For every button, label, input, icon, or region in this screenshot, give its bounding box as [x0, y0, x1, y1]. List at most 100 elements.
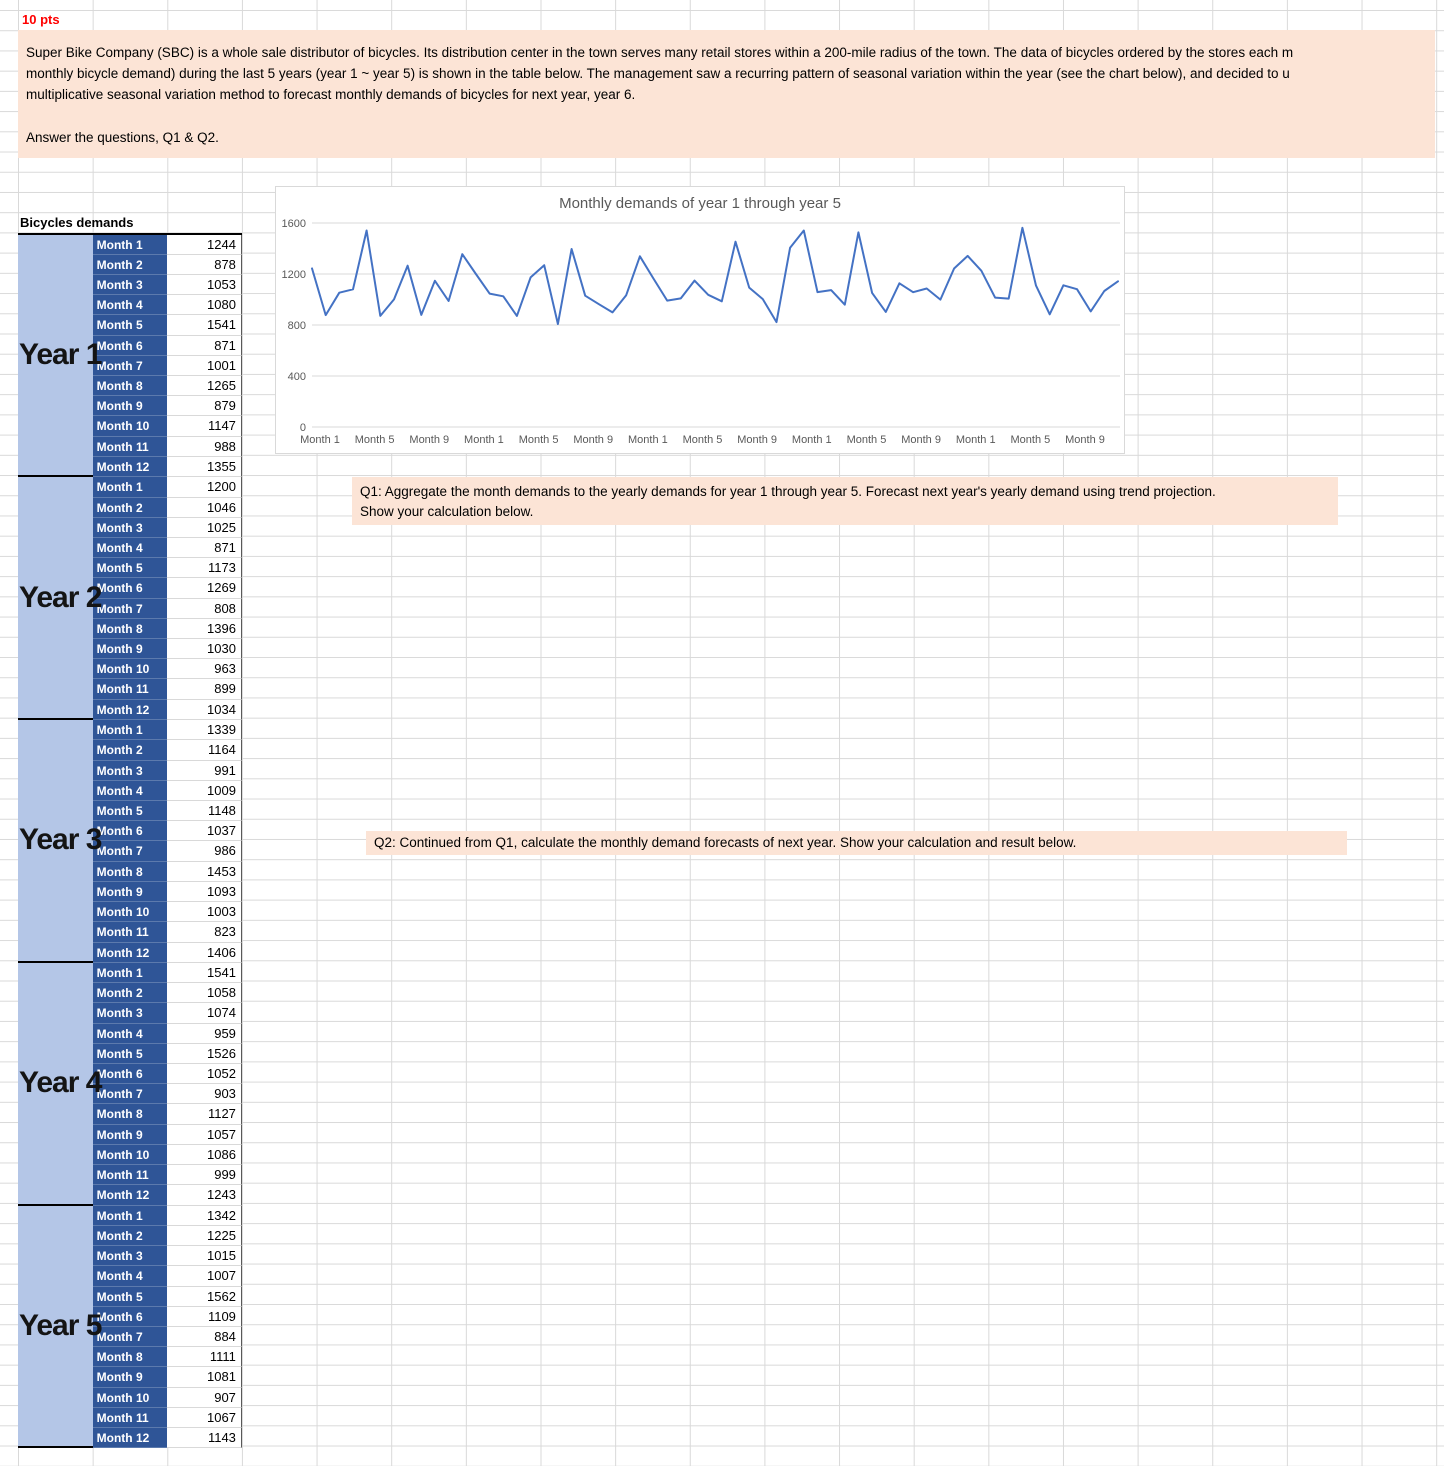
- month-cell[interactable]: Month 5: [92, 1286, 168, 1307]
- month-cell[interactable]: Month 6: [92, 335, 168, 356]
- value-cell[interactable]: 1396: [167, 618, 242, 640]
- value-cell[interactable]: 1030: [167, 639, 242, 660]
- month-cell[interactable]: Month 2: [92, 983, 168, 1004]
- month-cell[interactable]: Month 9: [92, 881, 168, 903]
- demand-line-series[interactable]: [311, 226, 1119, 325]
- month-cell[interactable]: Month 4: [92, 537, 168, 559]
- demand-chart[interactable]: Monthly demands of year 1 through year 5…: [275, 186, 1125, 454]
- value-cell[interactable]: 1003: [167, 902, 242, 923]
- value-cell[interactable]: 808: [167, 598, 242, 619]
- month-cell[interactable]: Month 1: [92, 962, 168, 984]
- value-cell[interactable]: 1225: [167, 1225, 242, 1247]
- month-cell[interactable]: Month 5: [92, 558, 168, 579]
- value-cell[interactable]: 1058: [167, 983, 242, 1004]
- value-cell[interactable]: 884: [167, 1327, 242, 1348]
- month-cell[interactable]: Month 10: [92, 416, 168, 437]
- value-cell[interactable]: 871: [167, 537, 242, 559]
- month-cell[interactable]: Month 4: [92, 295, 168, 316]
- value-cell[interactable]: 1143: [167, 1428, 242, 1449]
- month-cell[interactable]: Month 5: [92, 1043, 168, 1064]
- month-cell[interactable]: Month 1: [92, 234, 168, 255]
- month-cell[interactable]: Month 7: [92, 1084, 168, 1105]
- month-cell[interactable]: Month 8: [92, 1104, 168, 1125]
- value-cell[interactable]: 986: [167, 841, 242, 862]
- year-label-cell[interactable]: Year 4: [18, 962, 102, 1204]
- value-cell[interactable]: 1053: [167, 274, 242, 296]
- value-cell[interactable]: 1080: [167, 295, 242, 316]
- month-cell[interactable]: Month 11: [92, 922, 168, 943]
- value-cell[interactable]: 1046: [167, 497, 242, 518]
- month-cell[interactable]: Month 3: [92, 274, 168, 296]
- value-cell[interactable]: 1081: [167, 1367, 242, 1388]
- value-cell[interactable]: 1200: [167, 477, 242, 498]
- value-cell[interactable]: 871: [167, 335, 242, 356]
- value-cell[interactable]: 1526: [167, 1043, 242, 1064]
- month-cell[interactable]: Month 11: [92, 436, 168, 457]
- value-cell[interactable]: 1127: [167, 1104, 242, 1125]
- year-label-cell[interactable]: Year 1: [18, 234, 102, 476]
- value-cell[interactable]: 1562: [167, 1286, 242, 1307]
- month-cell[interactable]: Month 8: [92, 376, 168, 397]
- year-label-cell[interactable]: Year 3: [18, 720, 102, 961]
- value-cell[interactable]: 1037: [167, 821, 242, 842]
- value-cell[interactable]: 1034: [167, 699, 242, 720]
- value-cell[interactable]: 1001: [167, 355, 242, 377]
- month-cell[interactable]: Month 1: [92, 720, 168, 741]
- value-cell[interactable]: 1074: [167, 1003, 242, 1024]
- month-cell[interactable]: Month 3: [92, 760, 168, 781]
- value-cell[interactable]: 823: [167, 922, 242, 943]
- month-cell[interactable]: Month 9: [92, 396, 168, 417]
- value-cell[interactable]: 1147: [167, 416, 242, 437]
- value-cell[interactable]: 1148: [167, 800, 242, 822]
- year-label-cell[interactable]: Year 5: [18, 1205, 102, 1447]
- month-cell[interactable]: Month 3: [92, 1246, 168, 1267]
- month-cell[interactable]: Month 10: [92, 659, 168, 680]
- month-cell[interactable]: Month 7: [92, 598, 168, 619]
- value-cell[interactable]: 899: [167, 679, 242, 700]
- month-cell[interactable]: Month 2: [92, 740, 168, 761]
- value-cell[interactable]: 1164: [167, 740, 242, 761]
- month-cell[interactable]: Month 12: [92, 456, 168, 478]
- month-cell[interactable]: Month 7: [92, 1327, 168, 1348]
- value-cell[interactable]: 1453: [167, 861, 242, 882]
- month-cell[interactable]: Month 9: [92, 1124, 168, 1145]
- month-cell[interactable]: Month 10: [92, 1144, 168, 1166]
- month-cell[interactable]: Month 6: [92, 821, 168, 842]
- month-cell[interactable]: Month 7: [92, 841, 168, 862]
- value-cell[interactable]: 1541: [167, 962, 242, 984]
- value-cell[interactable]: 959: [167, 1023, 242, 1044]
- value-cell[interactable]: 1093: [167, 881, 242, 903]
- month-cell[interactable]: Month 7: [92, 355, 168, 377]
- value-cell[interactable]: 878: [167, 254, 242, 275]
- value-cell[interactable]: 1086: [167, 1144, 242, 1166]
- month-cell[interactable]: Month 4: [92, 1266, 168, 1287]
- month-cell[interactable]: Month 3: [92, 517, 168, 538]
- value-cell[interactable]: 1067: [167, 1407, 242, 1429]
- month-cell[interactable]: Month 12: [92, 1428, 168, 1449]
- month-cell[interactable]: Month 9: [92, 639, 168, 660]
- value-cell[interactable]: 1406: [167, 942, 242, 963]
- value-cell[interactable]: 1243: [167, 1185, 242, 1206]
- value-cell[interactable]: 1111: [167, 1347, 242, 1368]
- value-cell[interactable]: 999: [167, 1165, 242, 1186]
- month-cell[interactable]: Month 11: [92, 679, 168, 700]
- value-cell[interactable]: 1342: [167, 1205, 242, 1226]
- value-cell[interactable]: 903: [167, 1084, 242, 1105]
- month-cell[interactable]: Month 11: [92, 1165, 168, 1186]
- month-cell[interactable]: Month 10: [92, 1387, 168, 1408]
- month-cell[interactable]: Month 12: [92, 942, 168, 963]
- value-cell[interactable]: 1109: [167, 1306, 242, 1327]
- value-cell[interactable]: 991: [167, 760, 242, 781]
- month-cell[interactable]: Month 2: [92, 254, 168, 275]
- value-cell[interactable]: 1025: [167, 517, 242, 538]
- month-cell[interactable]: Month 6: [92, 1063, 168, 1085]
- value-cell[interactable]: 1339: [167, 720, 242, 741]
- value-cell[interactable]: 1265: [167, 376, 242, 397]
- month-cell[interactable]: Month 8: [92, 1347, 168, 1368]
- value-cell[interactable]: 1015: [167, 1246, 242, 1267]
- year-label-cell[interactable]: Year 2: [18, 477, 102, 719]
- month-cell[interactable]: Month 5: [92, 315, 168, 336]
- month-cell[interactable]: Month 4: [92, 1023, 168, 1044]
- month-cell[interactable]: Month 3: [92, 1003, 168, 1024]
